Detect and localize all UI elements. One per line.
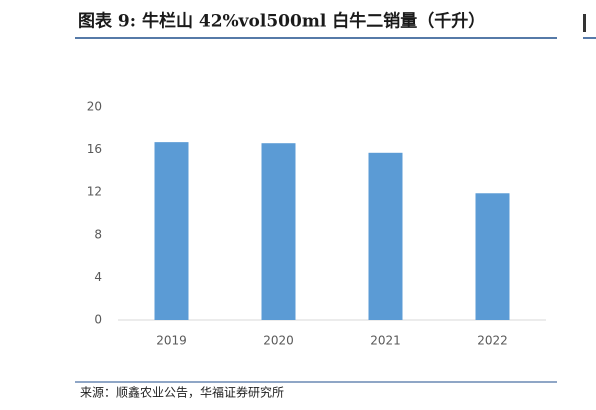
bar xyxy=(261,143,296,320)
y-tick-label: 16 xyxy=(87,142,102,156)
y-tick-label: 4 xyxy=(94,270,102,284)
y-tick-label: 12 xyxy=(87,185,102,199)
chart-title: 图表 9: 牛栏山 42%vol500ml 白牛二销量（千升） xyxy=(78,11,485,32)
source-note: 来源：顺鑫农业公告，华福证券研究所 xyxy=(80,385,284,400)
x-tick-label: 2022 xyxy=(477,334,508,348)
y-tick-label: 0 xyxy=(94,313,102,327)
x-tick-label: 2019 xyxy=(156,334,187,348)
next-title-fragment xyxy=(583,14,586,32)
bar xyxy=(154,142,189,320)
bar xyxy=(368,152,403,320)
y-tick-label: 20 xyxy=(87,100,102,114)
y-tick-label: 8 xyxy=(94,227,102,241)
bar xyxy=(475,193,510,320)
x-tick-label: 2021 xyxy=(370,334,401,348)
x-tick-label: 2020 xyxy=(263,334,294,348)
